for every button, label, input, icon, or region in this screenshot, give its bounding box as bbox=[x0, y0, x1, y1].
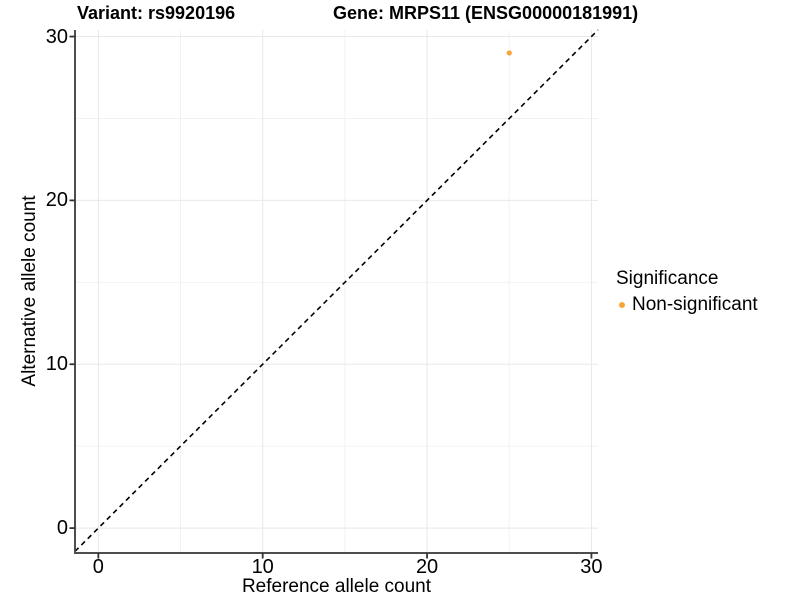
y-axis-title: Alternative allele count bbox=[19, 195, 40, 387]
y-tick-label: 0 bbox=[56, 517, 68, 540]
x-tick-label: 10 bbox=[251, 556, 274, 578]
legend-items: Non-significant bbox=[616, 293, 758, 316]
x-tick-label: 20 bbox=[415, 556, 439, 578]
legend-item-label: Non-significant bbox=[632, 294, 758, 315]
legend-key-dot-icon bbox=[619, 301, 625, 308]
plot-title-gene: Gene: MRPS11 (ENSG00000181991) bbox=[333, 3, 639, 23]
identity-line bbox=[74, 29, 599, 552]
legend: Significance Non-significant bbox=[616, 267, 758, 316]
y-tick-label: 20 bbox=[45, 189, 68, 212]
legend-title: Significance bbox=[616, 268, 719, 289]
x-axis-title: Reference allele count bbox=[241, 576, 432, 597]
y-tick-label: 30 bbox=[45, 25, 68, 48]
y-tick-label: 10 bbox=[45, 353, 68, 376]
legend-item: Non-significant bbox=[616, 293, 758, 316]
x-tick-label: 0 bbox=[92, 556, 104, 578]
plot-title-variant: Variant: rs9920196 bbox=[77, 3, 236, 23]
data-point bbox=[506, 50, 512, 56]
x-tick-label: 30 bbox=[580, 556, 603, 578]
